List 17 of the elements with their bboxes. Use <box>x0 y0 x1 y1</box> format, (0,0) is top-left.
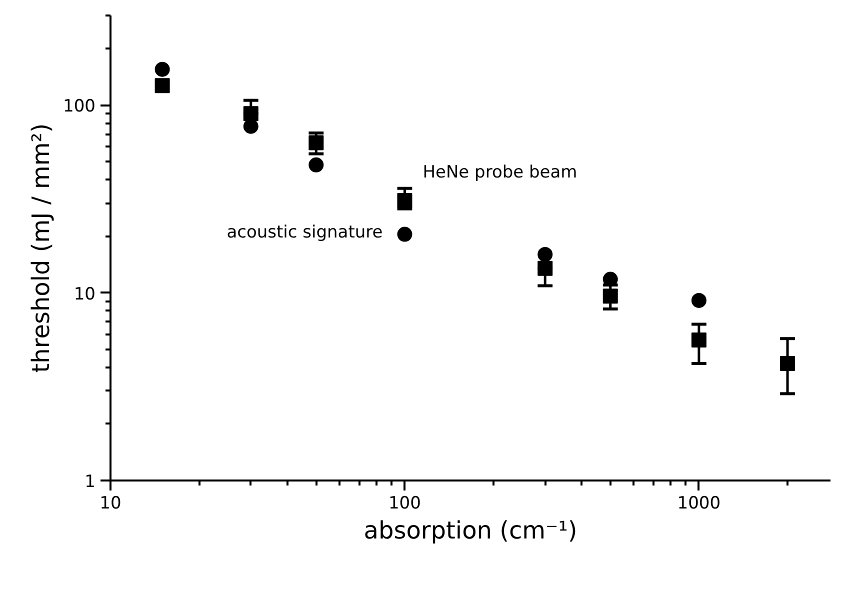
point <box>691 332 706 348</box>
point <box>154 78 170 94</box>
x-tick-label: 10 <box>100 494 122 514</box>
point <box>154 62 170 77</box>
point <box>602 288 618 304</box>
point <box>780 356 796 372</box>
x-tick-label: 1000 <box>677 494 721 514</box>
point <box>243 106 258 122</box>
point <box>691 292 706 308</box>
y-tick-label: 10 <box>74 284 96 304</box>
series-label: HeNe probe beam <box>422 162 578 183</box>
y-tick-label: 1 <box>84 472 96 492</box>
x-axis-title: absorption (cm⁻¹) <box>364 516 578 544</box>
series-label: acoustic signature <box>226 222 383 242</box>
y-tick-label: 100 <box>63 96 96 117</box>
x-tick-label: 100 <box>388 494 421 514</box>
y-axis-title: threshold (mJ / mm²) <box>27 123 56 373</box>
